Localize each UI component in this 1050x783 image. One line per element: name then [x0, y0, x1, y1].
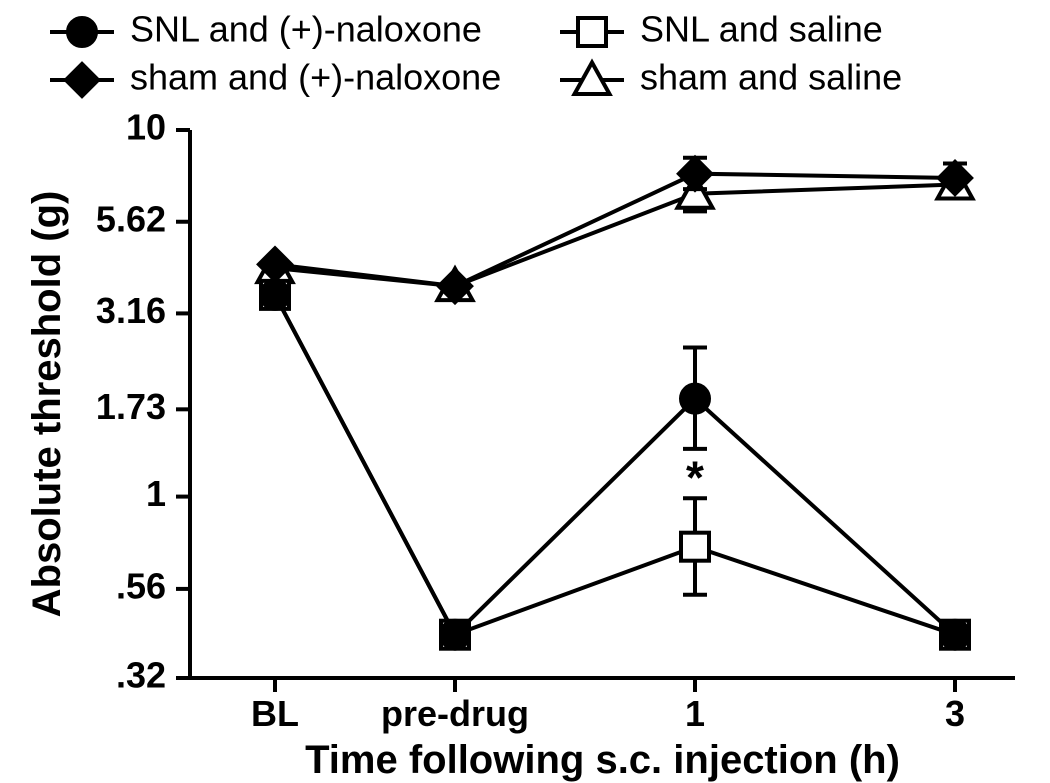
legend-label: sham and saline — [640, 57, 902, 98]
legend-label: SNL and (+)-naloxone — [130, 9, 482, 50]
chart-svg: .32 .56 1 1.73 3.16 5.62 10 BL pre-drug 1 3 Absolut… — [0, 0, 1050, 783]
y-tick-label: 1 — [146, 473, 166, 514]
legend-marker-snl_saline — [578, 18, 606, 46]
y-tick-label: 10 — [126, 107, 166, 148]
y-tick-label: .56 — [116, 565, 166, 606]
marker-snl_naloxone — [441, 621, 469, 649]
legend-label: SNL and saline — [640, 9, 883, 50]
annotation-star: * — [686, 452, 704, 504]
marker-snl_naloxone — [261, 281, 289, 309]
legend-label: sham and (+)-naloxone — [130, 57, 501, 98]
x-tick-label: 1 — [685, 693, 705, 734]
y-tick-label: 1.73 — [96, 386, 166, 427]
x-tick-label: 3 — [945, 693, 965, 734]
marker-snl_naloxone — [941, 621, 969, 649]
legend-marker-snl_naloxone — [68, 18, 96, 46]
x-tick-label: BL — [251, 693, 299, 734]
y-tick-label: 3.16 — [96, 290, 166, 331]
x-axis-title: Time following s.c. injection (h) — [305, 738, 900, 782]
y-axis-title: Absolute threshold (g) — [25, 191, 69, 618]
x-tick-label: pre-drug — [381, 693, 529, 734]
marker-snl_naloxone — [681, 385, 709, 413]
marker-snl_saline — [681, 533, 709, 561]
y-tick-label: .32 — [116, 655, 166, 696]
y-tick-label: 5.62 — [96, 198, 166, 239]
chart-container: .32 .56 1 1.73 3.16 5.62 10 BL pre-drug 1 3 Absolut… — [0, 0, 1050, 783]
